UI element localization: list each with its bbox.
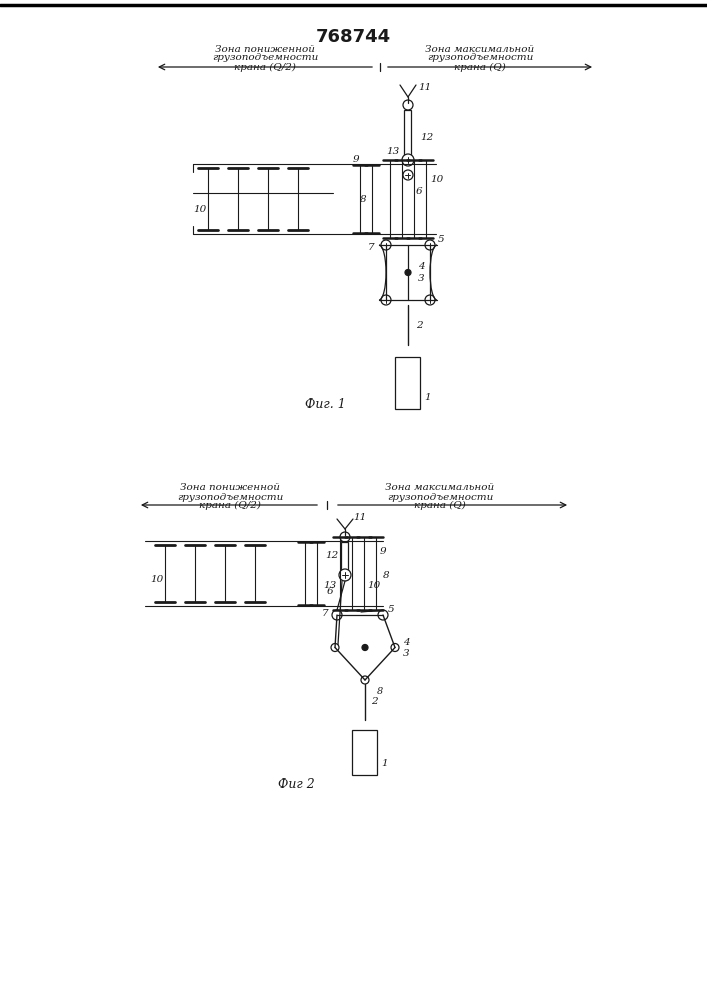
Text: крана (Q): крана (Q) xyxy=(454,62,506,72)
Text: 13: 13 xyxy=(323,580,337,589)
Circle shape xyxy=(403,100,413,110)
Text: 6: 6 xyxy=(416,188,423,196)
Text: 12: 12 xyxy=(325,550,338,560)
Circle shape xyxy=(381,295,391,305)
Text: 8: 8 xyxy=(360,196,367,205)
Text: 12: 12 xyxy=(420,133,433,142)
Circle shape xyxy=(405,269,411,275)
Text: грузоподъемности: грузоподъемности xyxy=(177,492,283,502)
Text: 7: 7 xyxy=(368,242,375,251)
Bar xyxy=(353,730,378,774)
Circle shape xyxy=(425,240,435,250)
Circle shape xyxy=(378,610,388,620)
Text: Зона максимальной: Зона максимальной xyxy=(426,44,534,53)
Text: грузоподъемности: грузоподъемности xyxy=(212,53,318,62)
Circle shape xyxy=(425,295,435,305)
Text: 8: 8 xyxy=(377,688,383,696)
Circle shape xyxy=(391,644,399,652)
Text: грузоподъемности: грузоподъемности xyxy=(387,492,493,502)
Text: 9: 9 xyxy=(353,155,360,164)
Circle shape xyxy=(403,170,413,180)
Text: 10: 10 xyxy=(367,580,380,589)
Circle shape xyxy=(361,676,369,684)
Circle shape xyxy=(339,569,351,581)
Text: 7: 7 xyxy=(322,608,329,617)
Text: 4: 4 xyxy=(403,638,409,647)
Circle shape xyxy=(381,240,391,250)
Bar xyxy=(395,357,421,409)
Text: 6: 6 xyxy=(327,587,334,596)
Text: 11: 11 xyxy=(418,83,431,92)
Text: Зона пониженной: Зона пониженной xyxy=(180,484,280,492)
Text: 9: 9 xyxy=(380,548,387,556)
Text: крана (Q): крана (Q) xyxy=(414,500,466,510)
Text: крана (Q/2): крана (Q/2) xyxy=(234,62,296,72)
Text: 3: 3 xyxy=(418,274,425,283)
Bar xyxy=(341,542,349,575)
Text: 4: 4 xyxy=(418,262,425,271)
Text: 2: 2 xyxy=(416,320,423,330)
Circle shape xyxy=(340,532,350,542)
Bar xyxy=(404,110,411,160)
Text: крана (Q/2): крана (Q/2) xyxy=(199,500,261,510)
Text: Зона пониженной: Зона пониженной xyxy=(215,44,315,53)
Text: 3: 3 xyxy=(403,649,409,658)
Text: 5: 5 xyxy=(388,605,395,614)
Text: 5: 5 xyxy=(438,235,445,244)
Text: 11: 11 xyxy=(353,512,366,522)
Text: 8: 8 xyxy=(383,570,390,580)
Text: Фиг. 1: Фиг. 1 xyxy=(305,397,346,410)
Circle shape xyxy=(362,645,368,650)
Text: 1: 1 xyxy=(381,760,387,768)
Text: Фиг 2: Фиг 2 xyxy=(278,778,315,792)
Circle shape xyxy=(332,610,342,620)
Text: 10: 10 xyxy=(150,576,163,584)
Text: 10: 10 xyxy=(430,176,443,184)
Circle shape xyxy=(331,644,339,652)
Text: 10: 10 xyxy=(193,206,206,215)
Circle shape xyxy=(402,154,414,166)
Text: Зона максимальной: Зона максимальной xyxy=(385,484,495,492)
Text: грузоподъемности: грузоподъемности xyxy=(427,53,533,62)
Text: 1: 1 xyxy=(424,393,431,402)
Text: 2: 2 xyxy=(371,698,378,706)
Text: 768744: 768744 xyxy=(315,28,390,46)
Text: 13: 13 xyxy=(386,147,399,156)
